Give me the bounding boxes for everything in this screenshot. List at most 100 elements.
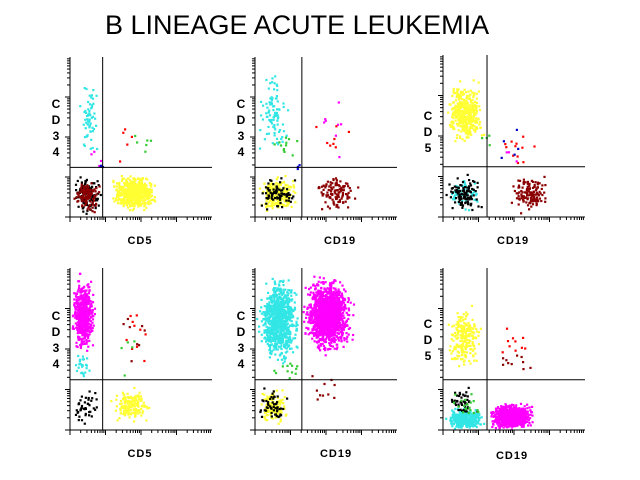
data-point xyxy=(75,305,78,308)
data-point xyxy=(274,339,277,343)
data-point xyxy=(146,178,149,181)
data-point xyxy=(282,130,286,133)
data-point xyxy=(129,413,132,416)
data-point xyxy=(329,197,332,200)
data-point xyxy=(263,331,266,334)
data-point xyxy=(77,338,80,341)
data-point xyxy=(74,312,77,315)
data-point xyxy=(466,94,469,97)
data-point xyxy=(465,109,468,112)
data-point xyxy=(522,181,525,184)
data-point xyxy=(276,117,280,120)
data-point xyxy=(137,398,140,401)
data-point xyxy=(113,185,116,188)
data-point xyxy=(87,186,90,189)
data-point xyxy=(74,183,78,186)
data-point xyxy=(80,200,83,203)
data-point xyxy=(132,207,135,210)
data-point xyxy=(474,117,478,120)
data-point xyxy=(260,320,263,323)
data-point xyxy=(273,191,276,194)
data-point xyxy=(279,325,282,328)
data-point xyxy=(516,161,520,165)
data-point xyxy=(124,400,127,403)
data-point xyxy=(528,208,531,211)
data-point xyxy=(145,188,148,191)
data-point xyxy=(534,181,537,184)
data-point xyxy=(130,187,133,190)
cluster-maroon xyxy=(73,182,101,214)
data-point xyxy=(272,321,275,324)
data-point xyxy=(287,109,290,112)
data-point xyxy=(83,144,86,147)
data-point xyxy=(90,280,93,283)
data-point xyxy=(348,314,351,317)
data-point xyxy=(274,194,277,197)
data-point xyxy=(148,188,151,191)
data-point xyxy=(354,197,357,200)
data-point xyxy=(480,206,483,209)
data-point xyxy=(76,332,79,335)
data-point xyxy=(289,338,292,342)
data-point xyxy=(272,204,276,207)
data-point xyxy=(454,119,457,122)
data-point xyxy=(284,175,287,178)
data-point xyxy=(143,205,146,208)
data-point xyxy=(149,196,152,199)
data-point xyxy=(467,104,470,107)
data-point xyxy=(144,186,147,189)
data-point xyxy=(522,178,525,181)
data-point xyxy=(481,137,484,140)
data-point xyxy=(140,183,144,186)
data-point xyxy=(260,340,263,343)
data-point xyxy=(141,410,144,413)
data-point xyxy=(287,344,290,347)
data-point xyxy=(92,89,95,92)
data-point xyxy=(469,130,472,133)
data-point xyxy=(488,144,491,147)
data-point xyxy=(476,200,479,203)
data-point xyxy=(83,312,86,315)
data-point xyxy=(276,205,280,208)
data-point xyxy=(332,142,335,145)
data-point xyxy=(259,129,262,132)
data-point xyxy=(276,123,279,126)
data-point xyxy=(473,182,476,185)
data-point xyxy=(516,192,520,195)
data-point xyxy=(77,315,81,318)
data-point xyxy=(271,200,274,203)
data-point xyxy=(86,319,89,322)
y-axis-label-char: C xyxy=(52,309,61,323)
data-point xyxy=(272,109,275,112)
data-point xyxy=(140,397,143,400)
data-point xyxy=(288,301,291,304)
data-point xyxy=(123,406,126,410)
data-point xyxy=(75,292,79,296)
data-point xyxy=(74,307,77,310)
data-point xyxy=(147,196,150,199)
data-point xyxy=(77,329,80,333)
data-point xyxy=(129,409,132,412)
data-point xyxy=(84,396,87,399)
data-point xyxy=(512,185,515,188)
data-point xyxy=(523,191,526,194)
data-point xyxy=(327,188,330,192)
data-point xyxy=(82,306,85,309)
data-point xyxy=(76,321,79,324)
data-point xyxy=(264,323,267,326)
data-point xyxy=(333,203,336,206)
data-point xyxy=(287,304,290,307)
data-point xyxy=(86,357,89,360)
data-point xyxy=(110,400,113,403)
data-point xyxy=(123,411,126,415)
data-point xyxy=(465,191,468,194)
data-point xyxy=(269,333,272,336)
data-point xyxy=(146,190,149,193)
data-point xyxy=(325,288,328,291)
data-point xyxy=(266,343,269,346)
data-point xyxy=(319,343,322,346)
data-point xyxy=(454,91,457,95)
data-point xyxy=(77,328,80,331)
data-point xyxy=(94,204,97,207)
cluster-yellow xyxy=(447,79,486,143)
